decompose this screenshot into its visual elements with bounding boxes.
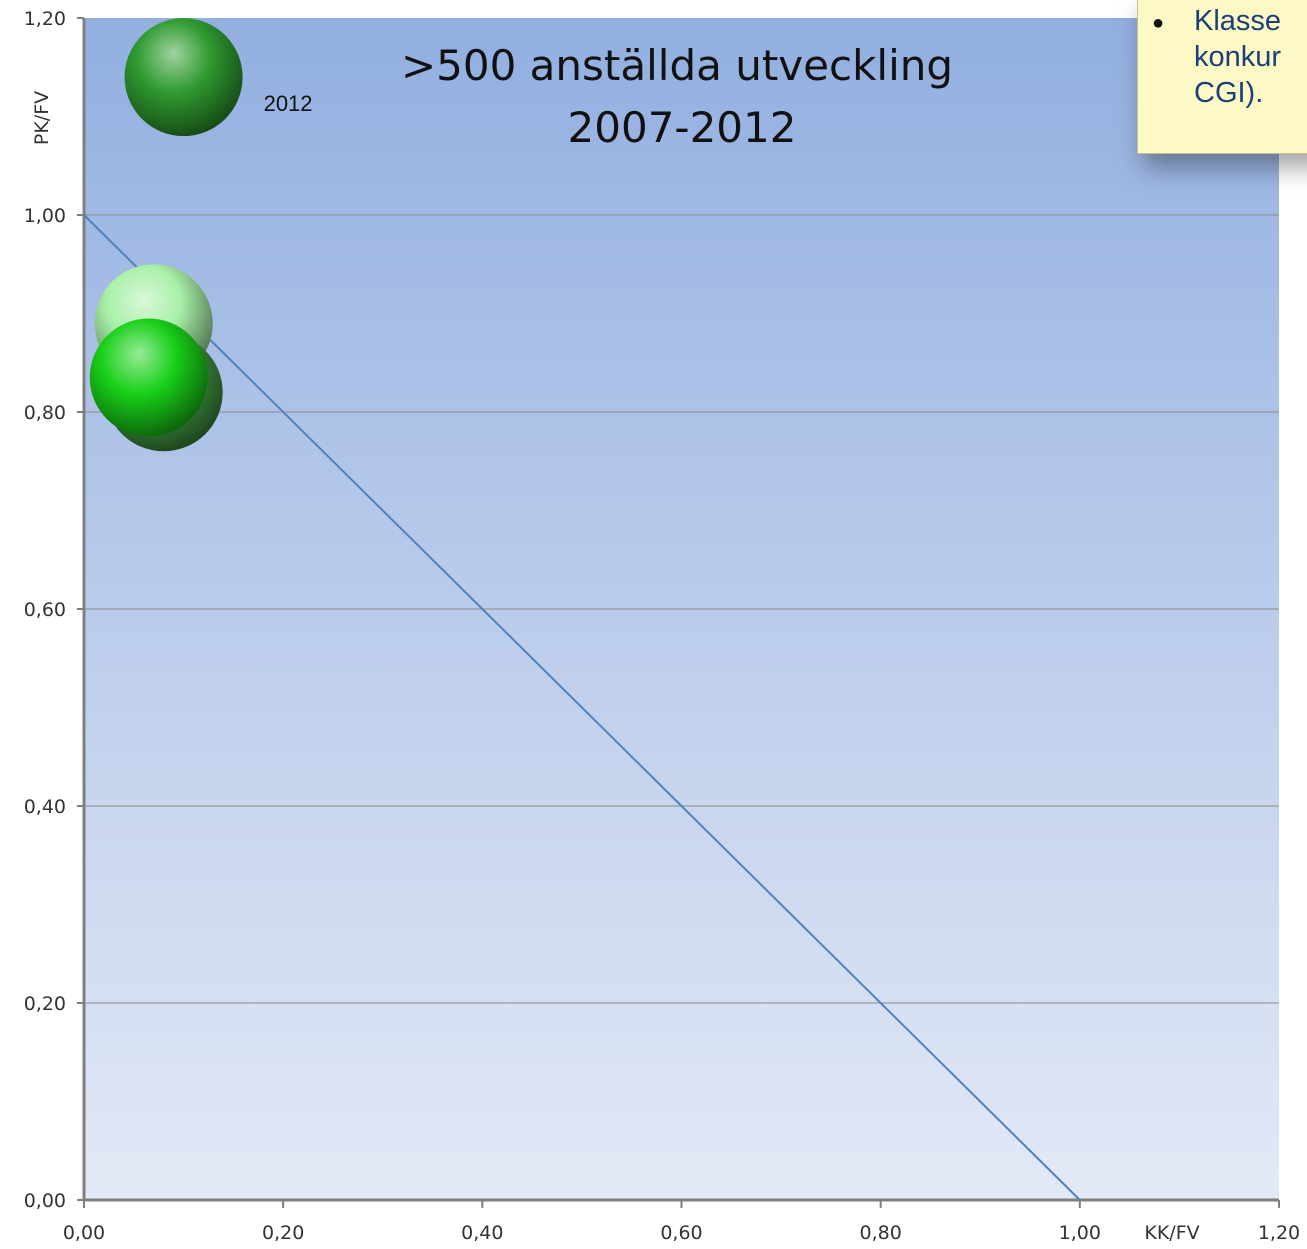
note-line-2: konkur	[1194, 41, 1282, 73]
bubble	[124, 18, 243, 137]
chart-title-line-2: 2007-2012	[568, 103, 797, 152]
chart-title-line-1: >500 anställda utveckling	[401, 41, 953, 90]
y-tick-label: 0,20	[24, 993, 66, 1015]
y-tick-label: 0,80	[24, 402, 66, 424]
x-tick-label: 0,60	[660, 1222, 702, 1244]
y-tick-labels: 0,00 0,20 0,40 0,60 0,80 1,00 1,20	[24, 8, 66, 1212]
x-tick-label: 0,80	[860, 1222, 902, 1244]
y-tick-label: 0,60	[24, 599, 66, 621]
y-tick-label: 0,00	[24, 1190, 66, 1212]
y-tick-label: 1,00	[24, 205, 66, 227]
x-axis-label: KK/FV	[1144, 1222, 1199, 1244]
x-tick-label: 1,00	[1059, 1222, 1101, 1244]
y-tick-label: 1,20	[24, 8, 66, 30]
point-labels: 2012	[264, 91, 313, 116]
note-box: ● Klasse konkur CGI).	[1137, 0, 1307, 154]
bullet-icon: ●	[1152, 12, 1165, 34]
x-tick-labels: 0,00 0,20 0,40 0,60 0,80 1,00 1,20	[63, 1222, 1300, 1244]
y-tick-label: 0,40	[24, 796, 66, 818]
reference-line	[83, 214, 1081, 1201]
x-tick-label: 0,00	[63, 1222, 105, 1244]
note-line-1: Klasse	[1194, 5, 1282, 37]
x-tick-label: 0,40	[461, 1222, 503, 1244]
bubble	[89, 318, 208, 437]
bubble-label: 2012	[264, 91, 313, 116]
x-tick-label: 1,20	[1258, 1222, 1300, 1244]
note-line-3: CGI).	[1194, 77, 1264, 109]
bubbles	[89, 18, 243, 452]
y-axis-label: PK/FV	[31, 91, 53, 145]
reference-diagonal	[83, 214, 1081, 1201]
x-tick-label: 0,20	[262, 1222, 304, 1244]
